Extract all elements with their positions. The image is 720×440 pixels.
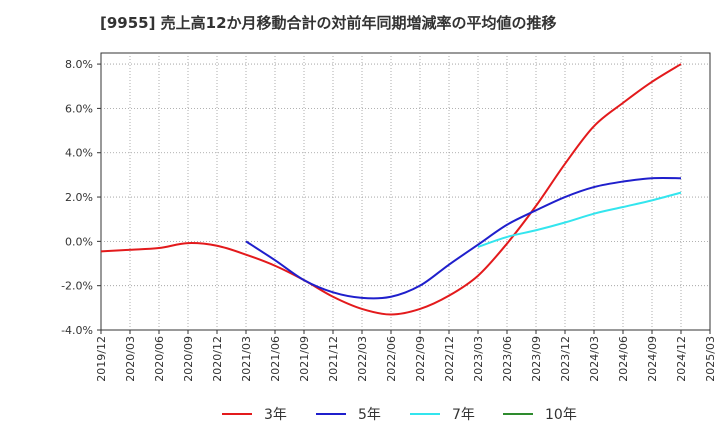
x-tick-label: 2022/09	[414, 336, 427, 382]
y-tick-label: 0.0%	[65, 235, 93, 248]
y-tick-label: 4.0%	[65, 147, 93, 160]
series-line-2	[245, 176, 682, 300]
x-tick-label: 2024/12	[675, 336, 688, 382]
x-tick-label: 2022/03	[356, 336, 369, 382]
x-tick-label: 2025/03	[704, 336, 717, 382]
plot-border	[100, 52, 711, 331]
x-tick-label: 2023/09	[530, 336, 543, 382]
legend-label-2: 5年	[358, 407, 381, 423]
x-tick-label: 2024/09	[646, 336, 659, 382]
y-tick-label: 2.0%	[65, 191, 93, 204]
grid-lines	[101, 53, 710, 330]
series-line-3	[477, 191, 682, 248]
y-tick-label: 6.0%	[65, 102, 93, 115]
x-tick-label: 2020/12	[211, 336, 224, 382]
x-tick-label: 2024/03	[588, 336, 601, 382]
x-tick-label: 2021/09	[298, 336, 311, 382]
x-tick-label: 2023/06	[501, 336, 514, 382]
plot-area	[100, 52, 711, 331]
x-tick-label: 2023/03	[472, 336, 485, 382]
x-tick-label: 2020/06	[153, 336, 166, 382]
legend-label-3: 7年	[452, 407, 475, 423]
x-tick-label: 2020/09	[182, 336, 195, 382]
y-tick-label: 8.0%	[65, 58, 93, 71]
x-tick-label: 2019/12	[95, 336, 108, 382]
y-tick-label: -2.0%	[61, 280, 93, 293]
x-axis-ticks: 2019/12 2020/03 2020/06 2020/09 2020/12 2021/…	[95, 330, 717, 382]
series-lines	[100, 63, 682, 316]
x-tick-label: 2021/06	[269, 336, 282, 382]
legend-label-1: 3年	[264, 407, 287, 423]
y-axis-ticks: -4.0% -2.0% 0.0% 2.0% 4.0% 6.0% 8.0%	[61, 58, 101, 337]
x-tick-label: 2022/12	[443, 336, 456, 382]
x-tick-label: 2022/06	[385, 336, 398, 382]
x-tick-label: 2023/12	[559, 336, 572, 382]
y-tick-label: -4.0%	[61, 324, 93, 337]
legend-label-4: 10年	[545, 407, 577, 423]
x-tick-label: 2020/03	[124, 336, 137, 382]
legend: 3年 5年 7年 10年	[222, 407, 577, 423]
x-tick-label: 2021/12	[327, 336, 340, 382]
series-line-1	[100, 63, 682, 316]
x-tick-label: 2024/06	[617, 336, 630, 382]
x-tick-label: 2021/03	[240, 336, 253, 382]
chart-title: [9955] 売上高12か月移動合計の対前年同期増減率の平均値の推移	[100, 14, 557, 32]
